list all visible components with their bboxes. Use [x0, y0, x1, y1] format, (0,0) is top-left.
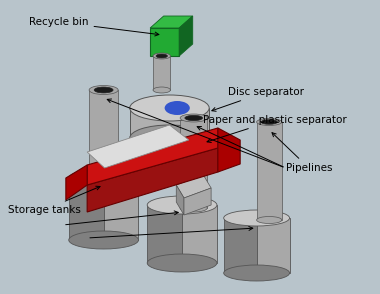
- Ellipse shape: [69, 231, 138, 249]
- FancyBboxPatch shape: [224, 218, 256, 273]
- Polygon shape: [87, 128, 218, 185]
- Polygon shape: [143, 138, 194, 165]
- FancyBboxPatch shape: [153, 56, 171, 90]
- Ellipse shape: [147, 254, 217, 272]
- Polygon shape: [218, 128, 240, 172]
- Ellipse shape: [153, 53, 171, 59]
- Text: Storage tanks: Storage tanks: [8, 186, 100, 215]
- Ellipse shape: [156, 54, 168, 58]
- Ellipse shape: [224, 265, 290, 281]
- Ellipse shape: [89, 86, 118, 94]
- Ellipse shape: [261, 120, 277, 124]
- Ellipse shape: [147, 196, 217, 214]
- FancyBboxPatch shape: [69, 178, 104, 240]
- Ellipse shape: [130, 125, 209, 151]
- Ellipse shape: [165, 101, 190, 115]
- FancyBboxPatch shape: [130, 108, 209, 138]
- Ellipse shape: [89, 178, 118, 186]
- Polygon shape: [87, 125, 189, 168]
- Polygon shape: [179, 16, 193, 56]
- Ellipse shape: [180, 114, 207, 122]
- Text: Disc separator: Disc separator: [212, 87, 304, 111]
- Ellipse shape: [94, 87, 113, 93]
- Ellipse shape: [185, 116, 203, 121]
- Polygon shape: [66, 165, 87, 200]
- Ellipse shape: [130, 95, 209, 121]
- FancyBboxPatch shape: [147, 205, 182, 263]
- Ellipse shape: [256, 118, 282, 126]
- Text: Recycle bin: Recycle bin: [29, 17, 159, 36]
- Polygon shape: [87, 148, 218, 212]
- Ellipse shape: [180, 204, 207, 212]
- Bar: [150, 28, 179, 56]
- FancyBboxPatch shape: [256, 122, 282, 220]
- Polygon shape: [184, 188, 211, 215]
- Ellipse shape: [69, 169, 138, 187]
- FancyBboxPatch shape: [89, 90, 118, 182]
- Ellipse shape: [153, 87, 171, 93]
- FancyBboxPatch shape: [104, 178, 138, 240]
- Ellipse shape: [256, 216, 282, 223]
- FancyBboxPatch shape: [256, 218, 290, 273]
- FancyBboxPatch shape: [180, 118, 207, 208]
- Polygon shape: [176, 175, 211, 198]
- FancyBboxPatch shape: [182, 205, 217, 263]
- Ellipse shape: [224, 210, 290, 226]
- Polygon shape: [150, 16, 193, 28]
- Polygon shape: [176, 185, 184, 215]
- Text: Pipelines: Pipelines: [272, 133, 332, 173]
- Text: Paper and plastic separator: Paper and plastic separator: [203, 115, 347, 143]
